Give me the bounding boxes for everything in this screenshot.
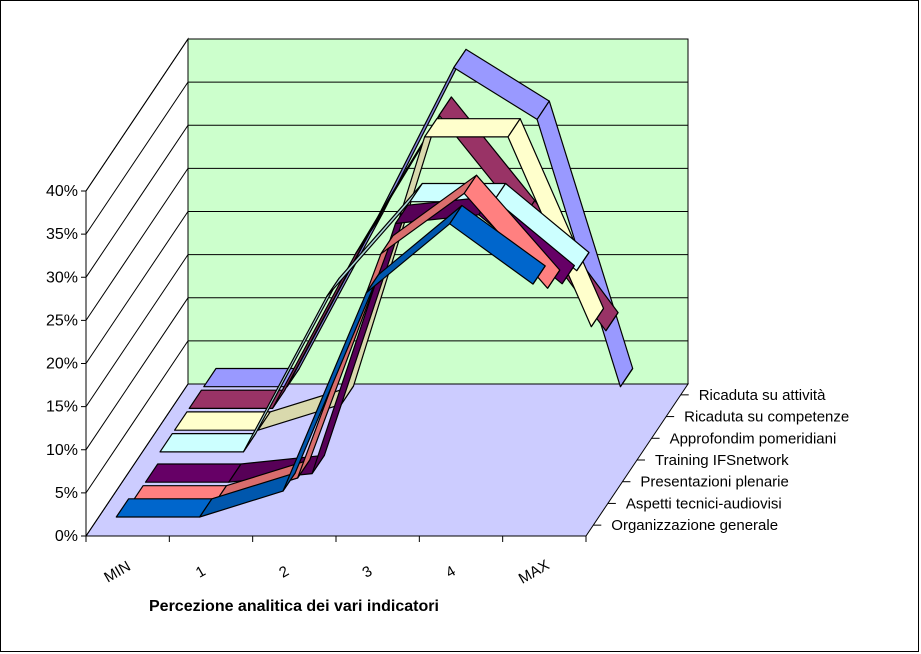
gridline [85,81,688,235]
gridline [85,340,688,494]
x-tick-label: 3 [360,563,376,582]
series-label: Organizzazione generale [611,517,778,534]
series-label: Ricaduta su attività [699,387,826,404]
ribbon-end [547,269,561,289]
y-axis-ticks: 0% 5% 10% 15% 20% 25% 30% 35% 40% [46,183,78,545]
gridlines [81,38,689,542]
ribbon-end [619,368,634,388]
x-tick-label: 2 [276,563,292,582]
ribbon-segment [159,433,257,453]
series-ribbons [115,48,634,518]
series-label: Approfondim pomeridiani [670,430,837,447]
ribbon-end [576,252,590,272]
ribbon-end [532,265,546,285]
y-tick-label: 40% [46,183,78,200]
gridline [85,297,688,451]
y-tick-label: 10% [46,442,78,459]
series-depth-labels: Organizzazione generale Aspetti tecnici-a… [611,387,849,534]
x-tick-label: 4 [443,563,459,582]
gridline [85,383,688,537]
x-axis-ticks: MIN 1 2 3 4 MAX [101,557,552,588]
ribbon-segment [424,118,521,138]
x-tick-label: MIN [101,558,133,586]
series-label: Training IFSnetwork [655,452,789,469]
y-tick-label: 15% [46,399,78,416]
series-label: Ricaduta su competenze [684,409,849,426]
gridline [85,38,688,192]
ribbon-segment [115,498,213,518]
series-label: Presentazioni plenarie [640,474,788,491]
ribbon-segment [144,463,242,483]
y-tick-label: 30% [46,269,78,286]
y-tick-label: 25% [46,312,78,329]
ribbon-end [590,308,605,327]
y-tick-label: 5% [55,485,78,502]
x-axis-title: Percezione analitica dei vari indicatori [149,598,439,615]
y-tick-label: 35% [46,226,78,243]
ribbon-end [561,265,575,285]
series-label: Aspetti tecnici-audiovisi [626,495,782,512]
y-tick-label: 20% [46,356,78,373]
y-tick-label: 0% [55,528,78,545]
x-tick-label: 1 [193,563,209,582]
x-tick-label: MAX [516,557,553,588]
ribbon-end [605,312,619,332]
